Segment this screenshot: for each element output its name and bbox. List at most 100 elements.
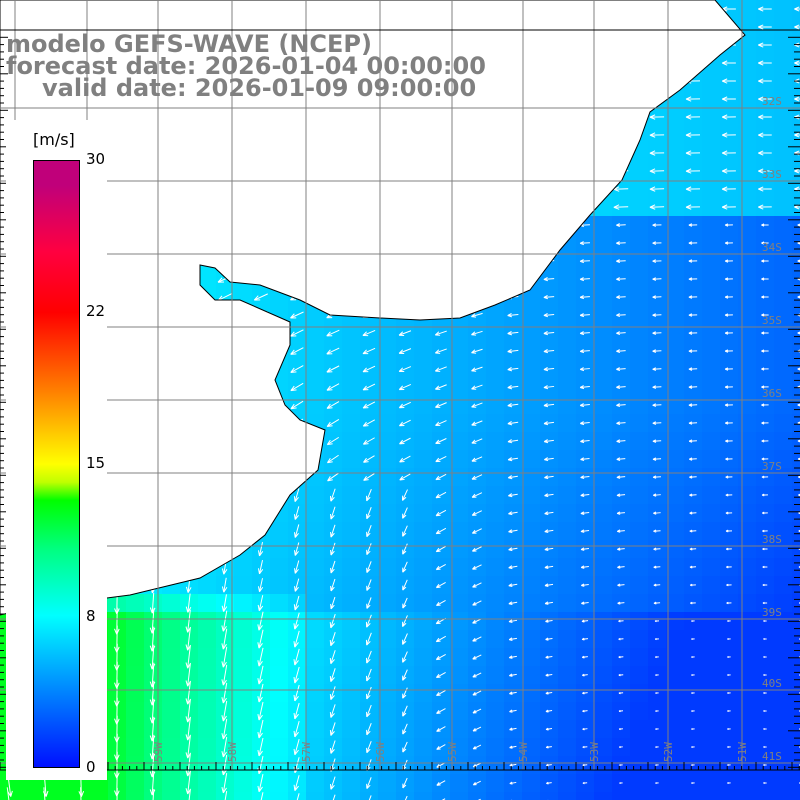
wind-cell [558,522,576,540]
wind-cell [774,702,792,720]
wind-arrow [508,583,518,588]
wind-cell [630,396,648,414]
wind-cell [486,324,504,342]
wind-cell [702,468,720,486]
wind-cell [414,342,432,360]
wind-cell [738,54,756,72]
wind-arrow [685,114,701,120]
wind-cell [558,432,576,450]
wind-arrow [726,565,732,569]
wind-cell [414,738,432,756]
wind-cell [18,792,36,800]
wind-arrow [545,655,553,659]
latitude-label: 34S [762,241,782,254]
wind-cell [522,486,540,504]
wind-arrow [727,674,731,677]
wind-arrow [655,674,659,677]
wind-arrow [509,709,517,713]
wind-arrow [724,241,733,245]
wind-cell [414,648,432,666]
latitude-label: 41S [762,750,782,763]
wind-arrow [293,612,300,630]
wind-arrow [362,437,375,445]
wind-cell [630,306,648,324]
wind-arrow [613,204,629,210]
wind-arrow [366,488,372,502]
wind-cell [666,684,684,702]
wind-arrow [761,475,769,479]
wind-cell [450,468,468,486]
wind-cell [306,342,324,360]
wind-arrow [689,547,697,551]
wind-cell [558,648,576,666]
wind-arrow [326,419,340,428]
wind-cell [234,720,252,738]
wind-cell [558,288,576,306]
wind-cell [342,378,360,396]
wind-cell [630,270,648,288]
wind-arrow [366,525,372,538]
wind-arrow [794,132,800,138]
wind-arrow [761,385,769,389]
wind-cell [378,558,396,576]
wind-cell [630,594,648,612]
wind-arrow [435,384,447,390]
wind-cell [378,774,396,792]
wind-arrow [543,367,555,372]
wind-arrow [724,259,733,263]
wind-cell [774,342,792,360]
wind-cell [774,792,792,800]
wind-arrow [691,782,695,785]
wind-arrow [362,347,376,355]
wind-arrow [294,542,300,556]
colorbar [33,160,80,768]
wind-arrow [794,24,800,30]
wind-cell [666,324,684,342]
wind-arrow [221,577,228,593]
colorbar-tick: 30 [86,150,106,168]
wind-arrow [762,565,768,569]
wind-arrow [653,583,661,587]
wind-arrow [330,578,336,592]
wind-cell [198,738,216,756]
wind-cell [234,774,252,792]
wind-cell [126,756,144,774]
wind-arrow [471,348,483,354]
wind-arrow [329,613,336,629]
wind-arrow [329,650,336,665]
wind-cell [666,216,684,234]
wind-cell [450,450,468,468]
wind-arrow [508,655,517,659]
wind-arrow [721,204,736,210]
wind-cell [306,720,324,738]
wind-cell [666,774,684,792]
wind-arrow [721,78,736,84]
wind-arrow [649,186,665,192]
wind-arrow [761,493,768,497]
wind-arrow [257,719,264,739]
wind-arrow [185,717,192,741]
wind-cell [342,738,360,756]
wind-cell [774,540,792,558]
wind-cell [630,612,648,630]
wind-cell [558,666,576,684]
wind-arrow [221,700,228,722]
wind-arrow [721,114,736,120]
wind-cell [90,792,108,800]
wind-arrow [580,475,590,480]
lat-lon-grid [0,0,800,770]
wind-arrow [507,457,519,462]
wind-cell [306,558,324,576]
wind-arrow [257,611,264,631]
wind-arrow [545,673,553,677]
wind-arrow [689,493,697,497]
wind-arrow [365,650,372,664]
wind-cell [306,612,324,630]
wind-arrow [618,728,623,731]
wind-cell [486,540,504,558]
wind-cell [126,774,144,792]
wind-cell [774,738,792,756]
wind-arrow [581,673,588,677]
wind-arrow [329,776,336,790]
wind-arrow [435,402,447,408]
